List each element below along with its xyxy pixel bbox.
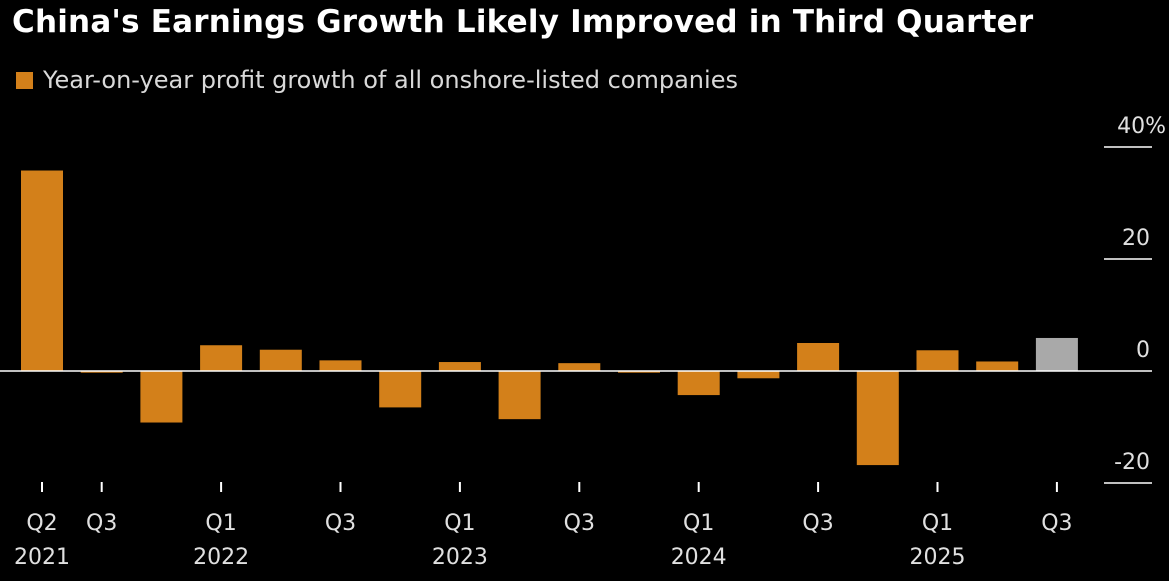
bar	[677, 371, 720, 396]
bar	[379, 371, 422, 408]
bar	[797, 343, 840, 371]
x-tick-label-quarter: Q3	[325, 511, 356, 536]
bar	[558, 363, 601, 371]
bar	[21, 170, 63, 371]
x-tick-label-quarter: Q1	[922, 511, 953, 536]
x-axis: Q2 2021 Q3 Q1 2022 Q3 Q1 2023 Q3 Q1 2024 Q3 Q1 2025 Q3	[14, 482, 1073, 570]
bar	[856, 371, 899, 466]
x-tick-label-quarter: Q3	[802, 511, 833, 536]
x-tick-label-year: 2023	[432, 545, 488, 570]
legend-swatch	[16, 71, 33, 89]
bar-estimate	[1035, 337, 1078, 371]
bar	[319, 360, 362, 371]
y-axis: 40% 20 0 -20	[1104, 114, 1166, 484]
y-tick-label: -20	[1114, 450, 1150, 475]
bar	[80, 371, 123, 373]
legend-label: Year-on-year profit growth of all onshor…	[43, 66, 738, 94]
bar	[438, 362, 481, 371]
x-tick-label-year: 2025	[910, 545, 966, 570]
bar	[737, 371, 780, 379]
x-tick-label-year: 2024	[671, 545, 727, 570]
y-tick-label: 20	[1122, 226, 1150, 251]
chart-legend: Year-on-year profit growth of all onshor…	[16, 66, 738, 94]
x-tick-label-year: 2022	[193, 545, 249, 570]
chart-title: China's Earnings Growth Likely Improved …	[12, 4, 1034, 40]
y-tick-label: 0	[1136, 338, 1150, 363]
x-tick-label-quarter: Q3	[564, 511, 595, 536]
bar	[976, 361, 1019, 371]
bar	[618, 371, 660, 373]
x-tick-label-quarter: Q3	[1041, 511, 1072, 536]
x-tick-label-quarter: Q1	[444, 511, 475, 536]
bar	[259, 349, 302, 371]
bar	[916, 350, 959, 371]
bar	[140, 371, 183, 423]
x-tick-label-quarter: Q2	[26, 511, 57, 536]
x-tick-label-quarter: Q1	[683, 511, 714, 536]
x-tick-label-quarter: Q1	[205, 511, 236, 536]
x-tick-label-quarter: Q3	[86, 511, 117, 536]
x-tick-label-year: 2021	[14, 545, 70, 570]
bar	[200, 345, 243, 371]
bar	[498, 371, 541, 420]
bars	[21, 170, 1078, 466]
y-tick-label: 40%	[1117, 114, 1166, 139]
